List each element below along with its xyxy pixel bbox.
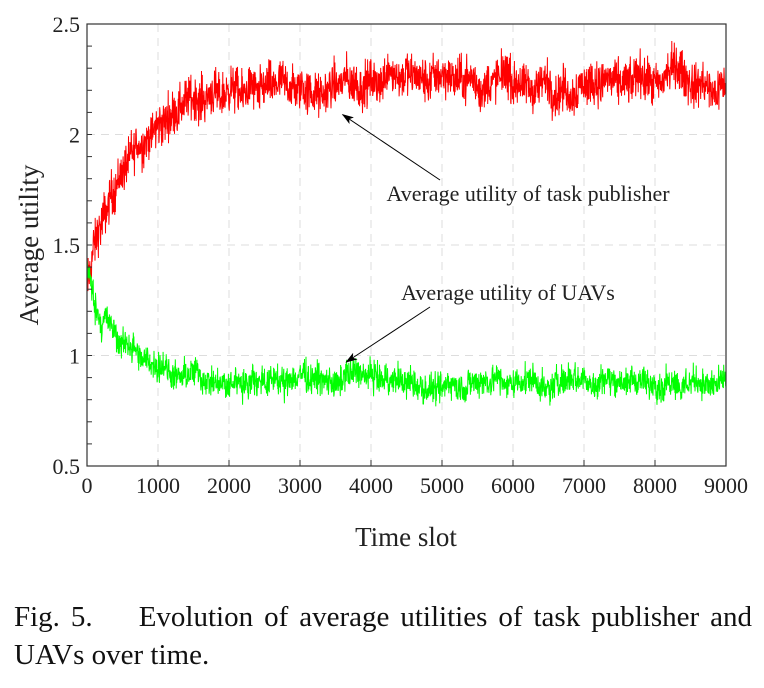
y-tick-label: 1	[69, 344, 80, 369]
ticks: 0 1000 2000 3000 4000 5000 6000 7000 8000 9000 0.5…	[53, 12, 749, 498]
annotation-arrow	[345, 306, 431, 363]
figure-number: Fig. 5.	[14, 601, 93, 633]
x-tick-label: 9000	[704, 473, 748, 498]
annotation-label: Average utility of UAVs	[401, 280, 615, 305]
y-tick-label: 0.5	[53, 454, 81, 479]
y-axis-label: Average utility	[14, 164, 44, 325]
annotation-arrow	[341, 114, 441, 181]
line-chart: 0 1000 2000 3000 4000 5000 6000 7000 8000 9000 0.5…	[14, 12, 749, 552]
x-tick-label: 4000	[349, 473, 393, 498]
caption-text: Evolution of average utilities of task p…	[14, 601, 753, 671]
y-tick-label: 1.5	[53, 233, 81, 258]
x-tick-label: 5000	[420, 473, 464, 498]
annotations: Average utility of task publisher Average…	[341, 114, 670, 363]
x-tick-label: 0	[82, 473, 93, 498]
x-tick-label: 7000	[562, 473, 606, 498]
x-tick-label: 2000	[207, 473, 251, 498]
y-tick-label: 2	[69, 123, 80, 148]
series-line-task-publisher	[86, 40, 727, 292]
x-tick-label: 8000	[633, 473, 677, 498]
x-tick-label: 3000	[278, 473, 322, 498]
series-line-uavs	[86, 258, 727, 407]
series-group	[86, 40, 727, 407]
x-axis-label: Time slot	[355, 522, 457, 552]
x-tick-label: 1000	[136, 473, 180, 498]
y-tick-label: 2.5	[53, 12, 81, 37]
figure-caption: Fig. 5. Evolution of average utilities of…	[14, 598, 752, 674]
x-tick-label: 6000	[491, 473, 535, 498]
annotation-label: Average utility of task publisher	[386, 181, 670, 206]
